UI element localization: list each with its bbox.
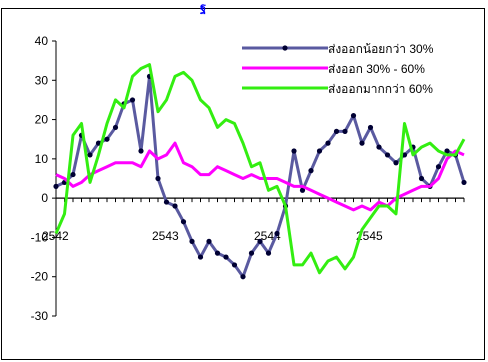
y-tick-label: 30 xyxy=(35,73,49,87)
series-point-1 xyxy=(197,254,204,260)
series-point-1 xyxy=(240,274,246,280)
chart-title-fragment: ฐ xyxy=(200,2,207,14)
legend-marker-1 xyxy=(282,45,288,51)
series-point-1 xyxy=(265,250,272,256)
series-point-1 xyxy=(206,238,212,244)
y-tick-label: 40 xyxy=(35,34,49,48)
series-point-1 xyxy=(376,144,382,150)
series-point-1 xyxy=(112,124,119,131)
x-tick-label: 2545 xyxy=(356,229,383,243)
series-point-1 xyxy=(325,140,331,146)
y-tick-label: -20 xyxy=(31,270,49,284)
y-tick-label: 0 xyxy=(41,191,48,205)
series-point-1 xyxy=(155,175,161,182)
series-point-1 xyxy=(129,97,136,103)
legend-label-2: ส่งออก 30% - 60% xyxy=(328,62,425,76)
series-point-1 xyxy=(223,254,229,260)
series-line-3 xyxy=(54,63,466,275)
series-point-1 xyxy=(189,238,195,244)
series-point-1 xyxy=(163,199,170,205)
y-tick-label: 10 xyxy=(35,152,49,166)
series-point-1 xyxy=(367,124,374,131)
series-point-1 xyxy=(393,160,399,166)
series-point-1 xyxy=(87,152,93,158)
chart-border xyxy=(1,8,485,360)
series-line-1 xyxy=(55,74,466,279)
series-point-1 xyxy=(316,148,323,154)
series-point-1 xyxy=(248,250,255,256)
series-point-1 xyxy=(401,152,408,158)
y-tick-label: -10 xyxy=(31,230,49,244)
series-point-1 xyxy=(461,179,467,186)
series-point-1 xyxy=(214,250,221,256)
series-point-1 xyxy=(138,148,144,154)
series-point-1 xyxy=(359,140,365,146)
series-point-1 xyxy=(435,164,442,170)
y-tick-label: -30 xyxy=(31,309,49,323)
x-tick-label: 2542 xyxy=(42,229,69,243)
series-point-1 xyxy=(70,171,76,178)
series-point-1 xyxy=(384,152,391,158)
series-point-1 xyxy=(53,183,59,189)
legend-label-1: ส่งออกน้อยกว่า 30% xyxy=(328,42,434,56)
x-tick-label: 2543 xyxy=(152,229,179,243)
series-point-1 xyxy=(333,128,340,134)
series-point-1 xyxy=(444,148,450,154)
series-point-1 xyxy=(350,113,357,119)
series-point-1 xyxy=(180,219,187,225)
series-point-1 xyxy=(257,238,263,244)
series-point-1 xyxy=(418,175,425,182)
series-point-1 xyxy=(291,148,297,154)
series-point-1 xyxy=(299,187,306,193)
series-point-1 xyxy=(308,168,314,174)
series-point-1 xyxy=(274,230,280,237)
legend-label-3: ส่งออกมากกว่า 60% xyxy=(328,82,433,96)
series-point-1 xyxy=(172,203,178,209)
series-point-1 xyxy=(231,262,238,268)
series-point-1 xyxy=(342,128,348,134)
series-point-1 xyxy=(104,136,110,142)
y-tick-label: 20 xyxy=(35,113,49,127)
